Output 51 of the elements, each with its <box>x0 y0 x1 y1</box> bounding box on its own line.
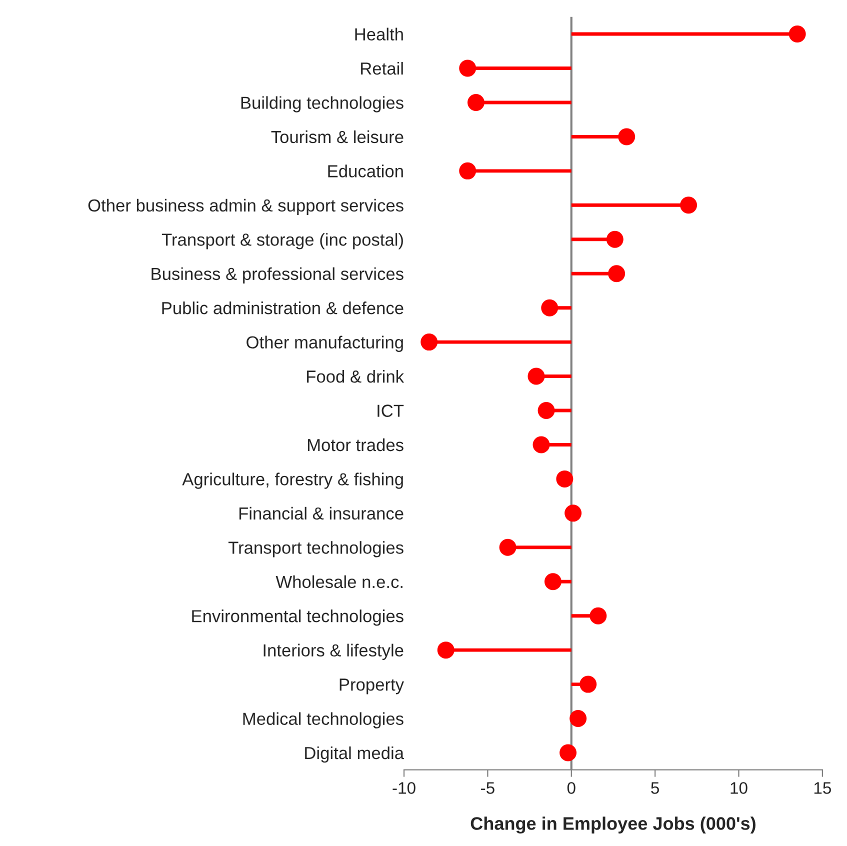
y-tick-label: Interiors & lifestyle <box>264 644 404 660</box>
point <box>459 60 476 77</box>
y-tick-label: Public administration & defence <box>162 302 404 314</box>
x-tick-label: -10 <box>392 782 416 794</box>
x-axis-title: Change in Employee Jobs (000's) <box>470 816 756 834</box>
point <box>556 470 574 488</box>
y-tick-label: ICT <box>378 404 404 417</box>
y-tick-label: Property <box>340 678 404 694</box>
point <box>788 26 806 43</box>
y-tick-label: Food & drink <box>307 370 404 383</box>
y-tick-label: Environmental technologies <box>192 610 404 626</box>
point <box>541 299 558 316</box>
y-tick-label: Health <box>355 28 403 40</box>
x-tick-label: 10 <box>730 782 748 794</box>
y-tick-label: Other business admin & support services <box>88 198 404 216</box>
y-tick-label: Building technologies <box>241 96 404 112</box>
x-tick-label: -5 <box>481 782 494 794</box>
x-tick-label: 15 <box>814 782 832 794</box>
point <box>499 538 516 556</box>
y-tick-label: Agriculture, forestry & fishing <box>182 472 403 489</box>
point <box>528 368 545 385</box>
y-tick-label: Digital media <box>305 746 404 763</box>
point <box>538 402 555 420</box>
x-tick-label: 5 <box>651 782 660 794</box>
point <box>467 94 484 111</box>
y-tick-label: Retail <box>361 62 403 75</box>
y-tick-label: Tourism & leisure <box>271 130 404 144</box>
point <box>437 642 454 659</box>
point <box>606 230 624 248</box>
y-tick-label: Motor trades <box>308 438 404 452</box>
y-tick-label: Transport technologies <box>228 541 404 558</box>
y-tick-label: Wholesale n.e.c. <box>276 575 402 588</box>
point <box>532 436 550 454</box>
point <box>459 162 476 180</box>
point <box>590 607 607 624</box>
point <box>544 573 562 590</box>
point <box>420 334 438 351</box>
y-tick-label: Other manufacturing <box>246 336 403 352</box>
point <box>680 196 698 214</box>
y-tick-label: Education <box>328 164 403 178</box>
x-tick-label: 0 <box>567 782 576 794</box>
y-tick-label: Medical technologies <box>243 712 404 728</box>
y-tick-label: Business & professional services <box>152 267 404 284</box>
point <box>570 710 587 728</box>
y-tick-label: Financial & insurance <box>239 506 404 520</box>
point <box>564 504 582 522</box>
y-tick-label: Transport & storage (inc postal) <box>162 233 403 250</box>
point <box>580 676 597 693</box>
point <box>608 265 626 282</box>
point <box>618 128 636 146</box>
point <box>560 744 577 762</box>
